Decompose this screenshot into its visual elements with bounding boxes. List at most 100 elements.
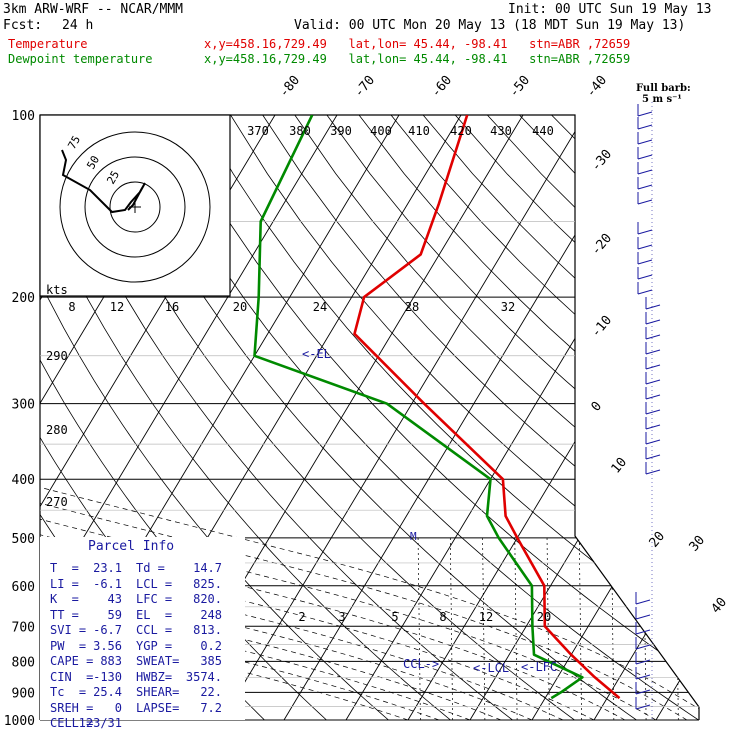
mixing-ratio-label: 8	[68, 300, 75, 314]
mixing-ratio-label: 16	[165, 300, 179, 314]
mixing-ratio-label: 20	[537, 610, 551, 624]
wind-barb	[637, 274, 653, 280]
dry-adiabat-420	[487, 115, 699, 720]
parcel-cell: CCL =	[136, 623, 173, 637]
parcel-cell: 0.2	[200, 638, 222, 653]
parcel-cell: 3.56	[93, 638, 122, 653]
theta-label: 400	[370, 124, 392, 138]
hodograph-unit: kts	[46, 283, 68, 297]
isotherm-30	[655, 115, 699, 720]
isotherm--20	[345, 115, 699, 720]
theta-label: 390	[330, 124, 352, 138]
wind-barb	[635, 599, 651, 605]
isotherm-label: -80	[277, 73, 304, 101]
parcel-cell: -130	[93, 669, 122, 684]
wind-barb	[635, 659, 651, 665]
parcel-cell: CAPE =	[50, 654, 94, 668]
wind-barb	[635, 689, 651, 695]
parcel-cell: -6.7	[93, 623, 122, 637]
mixing-ratio-32	[708, 538, 710, 720]
wind-barb	[645, 424, 661, 430]
dry-adiabat-400	[422, 115, 699, 720]
parcel-info-panel: Parcel Info T = 23.1 Td = 14.7 LI = -6.1 LCL =…	[40, 537, 245, 730]
pressure-label-700: 700	[12, 620, 35, 635]
wind-barb	[637, 289, 653, 295]
temperature-location: x,y=458.16,729.49 lat,lon= 45.44, -98.41…	[204, 37, 631, 51]
dry-adiabat-470	[647, 115, 699, 720]
parcel-cell: LAPSE=	[136, 700, 180, 715]
isotherm-10	[531, 115, 699, 720]
dry-adiabat-460	[615, 115, 699, 720]
mixing-ratio-label: 5	[391, 610, 398, 624]
hodograph-ring-label: 75	[65, 134, 83, 152]
mixing-ratio-label: 20	[233, 300, 247, 314]
wind-barb	[645, 454, 661, 460]
wind-barb	[635, 674, 651, 680]
parcel-cell: Tc =	[50, 685, 87, 699]
barb-legend-unit: 5 m s⁻¹	[642, 94, 682, 105]
pressure-label-1000: 1000	[4, 714, 35, 729]
isotherm-label: -40	[584, 73, 611, 101]
mixing-ratio-8	[514, 537, 518, 720]
wind-barb	[635, 704, 651, 710]
isotherm-label: 0	[589, 399, 606, 415]
mixing-ratio-label: 24	[313, 300, 327, 314]
dewpoint-profile	[253, 115, 584, 700]
wind-barb	[637, 184, 653, 190]
moist-adiabat--10	[40, 296, 409, 720]
isotherm-label: -50	[507, 73, 534, 101]
wind-barb	[645, 439, 661, 445]
mixing-ratio-3	[449, 537, 453, 720]
wind-barb	[637, 124, 653, 130]
hodograph-ring-label: 50	[84, 154, 102, 172]
wind-barb	[645, 304, 661, 310]
mixing-ratio-16	[578, 537, 582, 720]
parcel-cell: SHEAR=	[136, 685, 180, 699]
isotherm-label: 40	[709, 595, 731, 617]
parcel-cell: PW =	[50, 638, 87, 653]
lcl-label: <-LCL	[473, 661, 510, 675]
pressure-label-200: 200	[12, 291, 35, 306]
dry-adiabat-390	[390, 115, 699, 720]
theta-label: 370	[247, 124, 269, 138]
wind-barb	[645, 334, 661, 340]
wind-barb	[637, 259, 653, 265]
parcel-cell: SWEAT=	[136, 654, 180, 668]
parcel-cell: Td =	[136, 561, 165, 575]
isotherm--10	[407, 115, 699, 720]
parcel-cell: SVI =	[50, 623, 87, 637]
dry-adiabat-340	[230, 115, 699, 720]
isotherm--80	[40, 115, 338, 720]
mixing-ratio-label: 3	[338, 610, 345, 624]
parcel-info-title: Parcel Info	[88, 539, 175, 554]
hodograph-ring	[59, 131, 211, 283]
wind-barb	[635, 644, 651, 650]
wind-barb	[637, 169, 653, 175]
dry-adiabat-430	[519, 115, 699, 720]
pressure-label-300: 300	[12, 398, 35, 413]
wind-barb	[645, 319, 661, 325]
pressure-label-500: 500	[12, 532, 35, 547]
isotherm-label: -30	[589, 147, 616, 175]
hodograph-ring	[109, 181, 161, 233]
pressure-label-400: 400	[12, 473, 35, 488]
isotherm-label: -20	[589, 231, 616, 259]
wind-barb	[645, 349, 661, 355]
isotherm-label: 20	[647, 529, 669, 551]
moist-adiabat-0	[40, 296, 471, 720]
mixing-ratio-label: 28	[405, 300, 419, 314]
parcel-cell: EL =	[136, 607, 173, 622]
moist-adiabat-5	[40, 296, 502, 720]
m-label: M	[410, 530, 417, 543]
parcel-cell: 3574.	[185, 669, 222, 684]
parcel-cell: 59	[107, 607, 122, 622]
parcel-cell: 43	[107, 592, 122, 606]
hodograph-ring-label: 25	[104, 169, 122, 187]
parcel-cell: LI =	[50, 576, 79, 591]
barb-legend-title: Full barb:	[636, 83, 691, 94]
wind-barb	[635, 614, 651, 620]
wind-barb	[637, 199, 653, 205]
mixing-ratio-label: 8	[439, 610, 446, 624]
dry-adiabat-label: 280	[46, 423, 68, 437]
wind-barb	[637, 229, 653, 235]
